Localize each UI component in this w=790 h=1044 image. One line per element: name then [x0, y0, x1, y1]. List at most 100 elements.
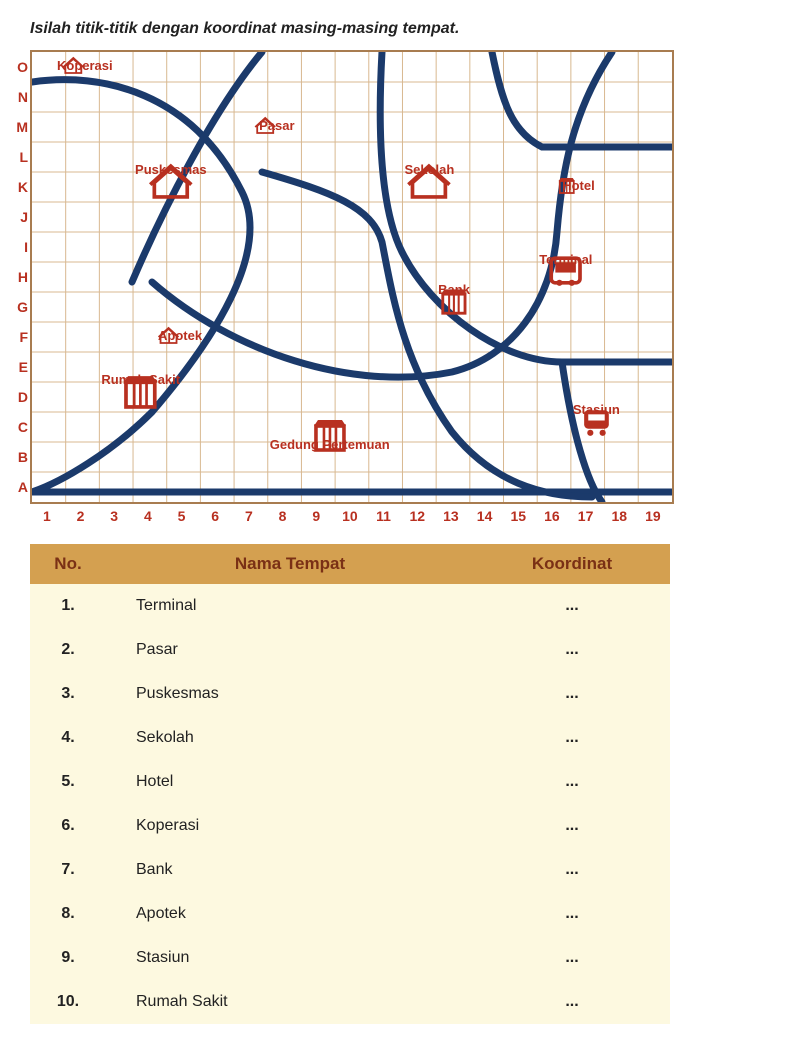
x-axis-label: 17	[569, 508, 603, 524]
x-axis-label: 18	[602, 508, 636, 524]
x-axis-label: 14	[468, 508, 502, 524]
cell-no: 9.	[30, 936, 106, 980]
y-axis-label: J	[14, 209, 28, 225]
x-axis-label: 6	[198, 508, 232, 524]
x-axis-label: 19	[636, 508, 670, 524]
cell-coord: ...	[474, 892, 670, 936]
table-row: 5.Hotel...	[30, 760, 670, 804]
map-container: ABCDEFGHIJKLMNOKoperasiPasarPuskesmasSek…	[30, 50, 670, 524]
table-row: 1.Terminal...	[30, 584, 670, 628]
cell-name: Bank	[106, 848, 474, 892]
cell-coord: ...	[474, 584, 670, 628]
cell-coord: ...	[474, 716, 670, 760]
answer-table-container: No. Nama Tempat Koordinat 1.Terminal...2…	[30, 544, 670, 1024]
x-axis-label: 16	[535, 508, 569, 524]
x-axis-label: 8	[266, 508, 300, 524]
place-koperasi: Koperasi	[34, 56, 113, 74]
y-axis-label: D	[14, 389, 28, 405]
x-axis-label: 2	[64, 508, 98, 524]
table-body: 1.Terminal...2.Pasar...3.Puskesmas...4.S…	[30, 584, 670, 1024]
cell-name: Rumah Sakit	[106, 980, 474, 1024]
cell-coord: ...	[474, 760, 670, 804]
y-axis-label: G	[14, 299, 28, 315]
y-axis-label: K	[14, 179, 28, 195]
place-rumah-sakit: Rumah Sakit	[101, 372, 180, 409]
x-axis-label: 12	[400, 508, 434, 524]
x-axis-label: 10	[333, 508, 367, 524]
header-no: No.	[30, 544, 106, 584]
house-icon	[404, 181, 424, 199]
y-axis-label: F	[14, 329, 28, 345]
cell-coord: ...	[474, 848, 670, 892]
y-axis-label: O	[14, 59, 28, 75]
cell-name: Apotek	[106, 892, 474, 936]
house-icon	[135, 181, 155, 199]
house-icon	[34, 56, 54, 74]
cell-name: Sekolah	[106, 716, 474, 760]
table-row: 4.Sekolah...	[30, 716, 670, 760]
place-puskesmas: Puskesmas	[135, 162, 207, 199]
cell-no: 10.	[30, 980, 106, 1024]
table-row: 7.Bank...	[30, 848, 670, 892]
cell-coord: ...	[474, 936, 670, 980]
house-icon	[236, 116, 256, 134]
cell-no: 3.	[30, 672, 106, 716]
x-axis-label: 5	[165, 508, 199, 524]
x-axis-label: 7	[232, 508, 266, 524]
table-row: 3.Puskesmas...	[30, 672, 670, 716]
x-axis-label: 15	[501, 508, 535, 524]
header-name: Nama Tempat	[106, 544, 474, 584]
x-axis-label: 1	[30, 508, 64, 524]
building-icon	[101, 391, 121, 409]
cell-coord: ...	[474, 672, 670, 716]
coordinate-map: ABCDEFGHIJKLMNOKoperasiPasarPuskesmasSek…	[30, 50, 674, 504]
cell-no: 1.	[30, 584, 106, 628]
y-axis-label: I	[14, 239, 28, 255]
cell-coord: ...	[474, 980, 670, 1024]
cell-name: Stasiun	[106, 936, 474, 980]
x-axis-label: 3	[97, 508, 131, 524]
cell-name: Hotel	[106, 760, 474, 804]
building-icon	[320, 416, 340, 434]
table-row: 6.Koperasi...	[30, 804, 670, 848]
table-row: 8.Apotek...	[30, 892, 670, 936]
y-axis-label: M	[14, 119, 28, 135]
instruction-text: Isilah titik-titik dengan koordinat masi…	[30, 20, 770, 38]
cell-name: Terminal	[106, 584, 474, 628]
place-bank: Bank	[438, 282, 470, 319]
place-sekolah: Sekolah	[404, 162, 454, 199]
cell-no: 2.	[30, 628, 106, 672]
place-gedung-pertemuan: Gedung Pertemuan	[270, 416, 390, 452]
building-icon	[438, 301, 458, 319]
table-row: 10.Rumah Sakit...	[30, 980, 670, 1024]
cell-no: 7.	[30, 848, 106, 892]
y-axis-label: B	[14, 449, 28, 465]
x-axis-label: 4	[131, 508, 165, 524]
place-apotek: Apotek	[135, 326, 202, 344]
cell-no: 6.	[30, 804, 106, 848]
answer-table: No. Nama Tempat Koordinat 1.Terminal...2…	[30, 544, 670, 1024]
cell-no: 8.	[30, 892, 106, 936]
place-terminal: Terminal	[539, 252, 592, 289]
y-axis-label: E	[14, 359, 28, 375]
cell-coord: ...	[474, 804, 670, 848]
header-coord: Koordinat	[474, 544, 670, 584]
house-icon	[135, 326, 155, 344]
table-header-row: No. Nama Tempat Koordinat	[30, 544, 670, 584]
x-axis-label: 11	[367, 508, 401, 524]
table-row: 9.Stasiun...	[30, 936, 670, 980]
place-hotel: Hotel	[539, 176, 595, 194]
bus-icon	[539, 271, 559, 289]
building-icon	[539, 176, 559, 194]
cell-name: Koperasi	[106, 804, 474, 848]
x-axis-label: 13	[434, 508, 468, 524]
x-axis: 12345678910111213141516171819	[30, 504, 670, 524]
cell-coord: ...	[474, 628, 670, 672]
place-pasar: Pasar	[236, 116, 294, 134]
cell-no: 4.	[30, 716, 106, 760]
x-axis-label: 9	[299, 508, 333, 524]
train-icon	[573, 421, 593, 439]
y-axis-label: C	[14, 419, 28, 435]
y-axis-label: N	[14, 89, 28, 105]
table-row: 2.Pasar...	[30, 628, 670, 672]
